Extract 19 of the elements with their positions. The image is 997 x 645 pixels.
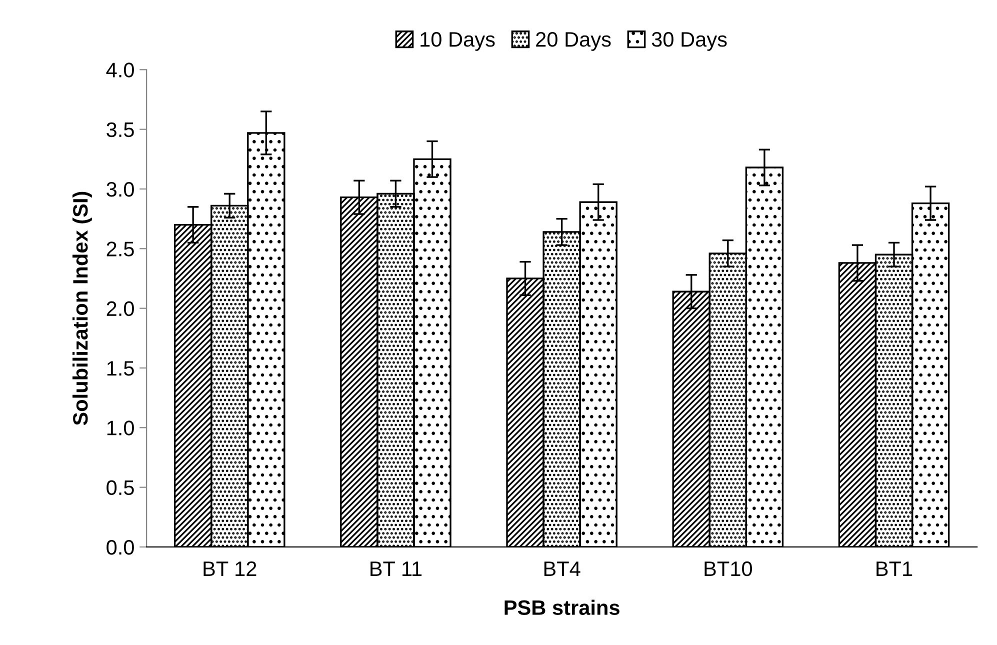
x-tick-label: BT 12 [204, 561, 256, 576]
x-tick-label: BT4 [544, 562, 580, 576]
y-tick-label: 3.0 [106, 182, 134, 197]
y-tick-label: 2.0 [106, 301, 134, 316]
x-tick-label: BT10 [704, 561, 752, 576]
y-axis-title: Solubilization Index (SI) [72, 192, 92, 426]
legend-label: 10 Days [420, 32, 495, 51]
legend-label: 30 Days [652, 32, 727, 51]
y-tick-label: 4.0 [106, 62, 134, 78]
x-tick-label: BT1 [876, 562, 912, 576]
legend-label: 20 Days [536, 32, 611, 51]
y-tick-label: 3.5 [106, 122, 134, 138]
y-tick-label: 0.5 [106, 480, 134, 496]
x-axis-title: PSB strains [504, 600, 620, 616]
y-tick-label: 1.0 [107, 420, 134, 436]
y-tick-label: 0.0 [106, 540, 134, 555]
y-tick-label: 2.5 [106, 242, 134, 256]
x-tick-label: BT 11 [370, 562, 422, 576]
y-tick-label: 1.5 [107, 361, 134, 376]
